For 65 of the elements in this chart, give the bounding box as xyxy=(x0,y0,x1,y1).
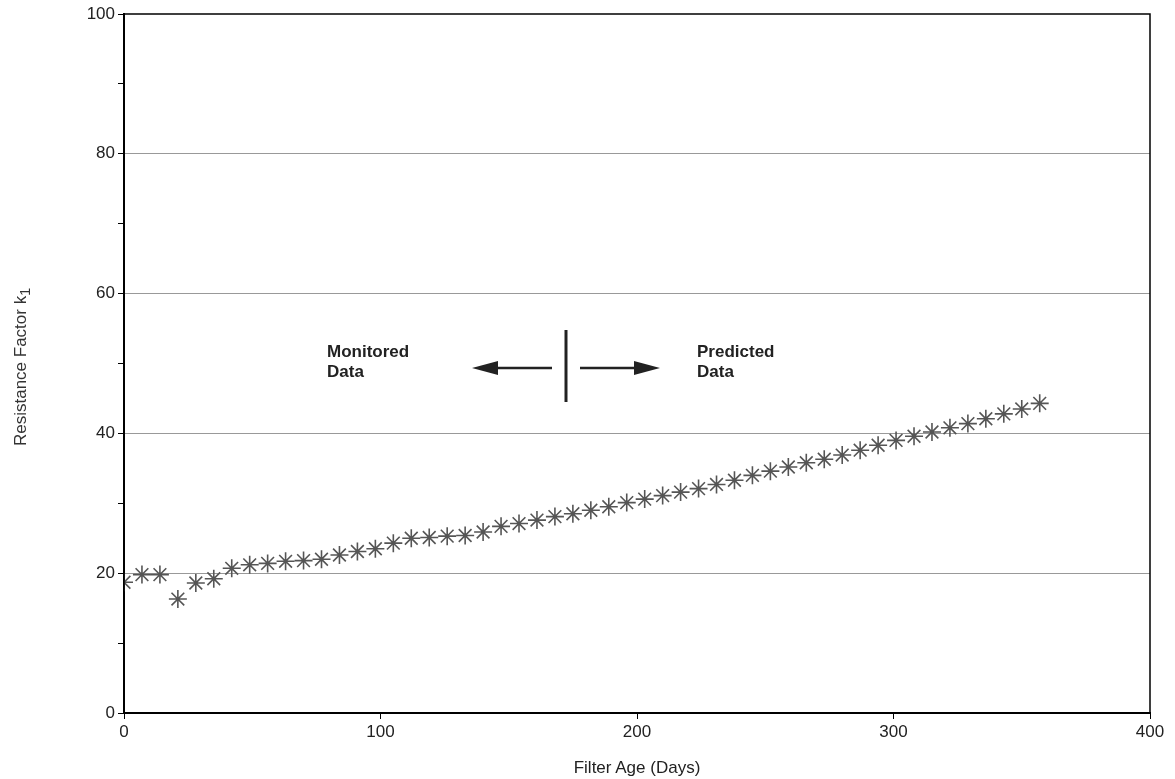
point xyxy=(581,500,601,521)
point xyxy=(347,541,368,562)
point xyxy=(329,545,350,565)
point xyxy=(940,418,960,438)
point xyxy=(491,516,511,537)
point xyxy=(598,497,619,517)
point xyxy=(132,564,152,585)
point xyxy=(1011,399,1032,419)
point xyxy=(922,422,942,442)
point xyxy=(563,503,583,524)
point xyxy=(293,550,314,571)
point xyxy=(473,522,493,542)
x-tick-label: 0 xyxy=(119,721,129,741)
point xyxy=(275,551,296,572)
point xyxy=(186,573,206,593)
x-tick-label: 400 xyxy=(1135,721,1165,741)
point xyxy=(652,485,673,506)
x-tick-label: 100 xyxy=(366,721,395,741)
point xyxy=(796,452,817,473)
point xyxy=(778,457,799,477)
point xyxy=(545,506,565,527)
point xyxy=(886,430,906,451)
point xyxy=(634,489,655,509)
point xyxy=(239,555,260,575)
point xyxy=(742,465,763,486)
point xyxy=(814,449,835,470)
point xyxy=(724,470,745,491)
y-tick-label: 0 xyxy=(105,702,115,722)
point xyxy=(509,513,529,534)
y-tick-label: 100 xyxy=(86,3,115,23)
point xyxy=(365,538,386,559)
point xyxy=(257,553,278,574)
point xyxy=(1029,393,1050,414)
point xyxy=(688,478,709,499)
y-tick-label: 60 xyxy=(96,283,115,303)
point xyxy=(760,461,781,481)
point xyxy=(706,474,727,495)
point xyxy=(616,492,637,513)
point xyxy=(670,482,691,502)
x-tick-label: 300 xyxy=(879,721,908,741)
point xyxy=(203,568,224,589)
y-tick-label: 20 xyxy=(96,562,115,582)
y-tick-label: 40 xyxy=(96,423,115,443)
x-axis-title: Filter Age (Days) xyxy=(573,758,701,778)
annotation: Predicted Data xyxy=(697,342,775,382)
point xyxy=(168,589,188,609)
point xyxy=(419,527,440,548)
point xyxy=(904,426,924,446)
point xyxy=(150,564,170,585)
point xyxy=(437,526,457,546)
y-tick-label: 80 xyxy=(96,143,115,163)
point xyxy=(311,549,332,570)
point xyxy=(455,525,475,546)
point xyxy=(221,558,242,579)
x-tick-label: 200 xyxy=(622,721,652,741)
point xyxy=(832,445,852,465)
point xyxy=(868,435,888,456)
point xyxy=(401,528,422,549)
point xyxy=(527,510,547,530)
point xyxy=(976,408,996,429)
point xyxy=(994,404,1014,424)
annotation: Monitored Data xyxy=(327,342,410,382)
point xyxy=(383,533,404,553)
point xyxy=(958,413,978,434)
point xyxy=(850,440,870,460)
